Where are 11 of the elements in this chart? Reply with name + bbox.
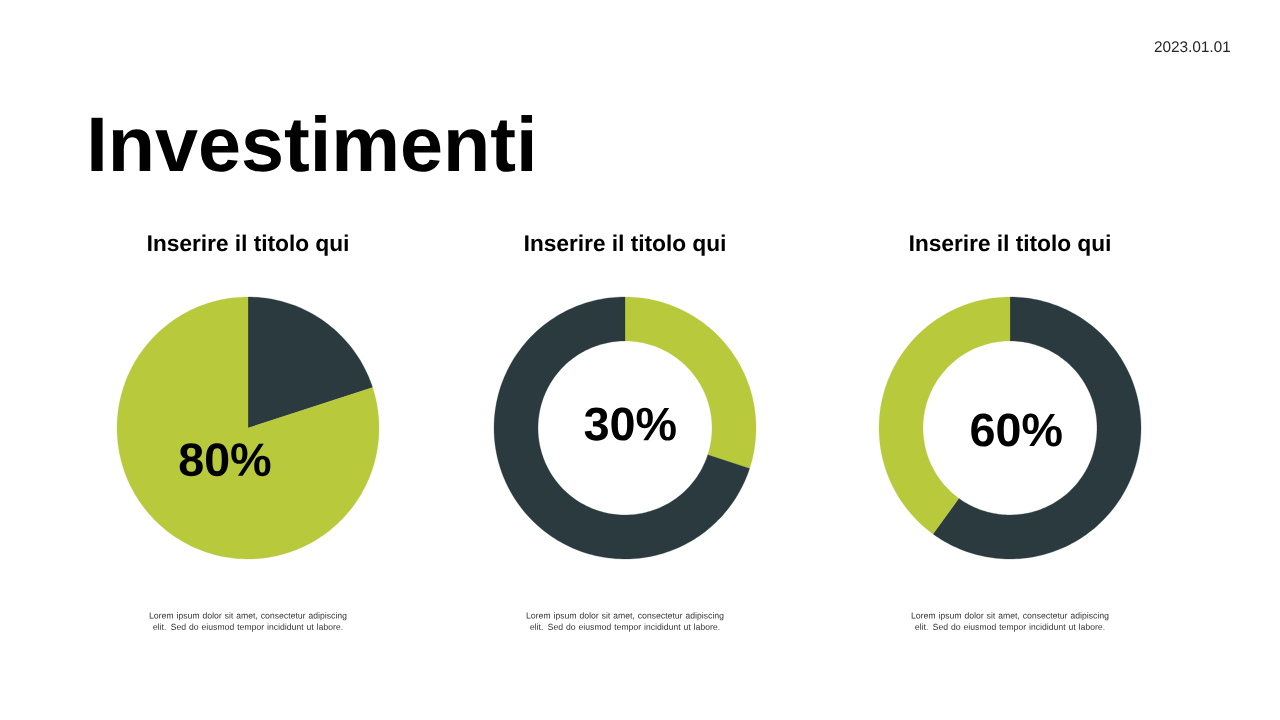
data-label: 30%	[584, 407, 676, 441]
chart-title: Inserire il titolo qui	[910, 234, 1110, 256]
data-label: 80%	[179, 443, 271, 477]
text: Lorem ipsum dolor sit amet, consectetur adipiscing elit. Sed do eiusmod tempor incididunt ut labore.	[526, 612, 724, 632]
data-label: 60%	[971, 413, 1062, 447]
text: Lorem ipsum dolor sit amet, consectetur adipiscing elit. Sed do eiusmod tempor incididunt ut labore.	[149, 612, 347, 632]
text: Lorem ipsum dolor sit amet, consectetur adipiscing elit. Sed do eiusmod tempor incididunt ut labore.	[911, 612, 1109, 632]
chart-title: Inserire il titolo qui	[525, 234, 725, 256]
text: 2023.01.01	[1154, 41, 1230, 53]
text: Investimenti	[91, 114, 533, 172]
chart-title: Inserire il titolo qui	[148, 234, 348, 256]
